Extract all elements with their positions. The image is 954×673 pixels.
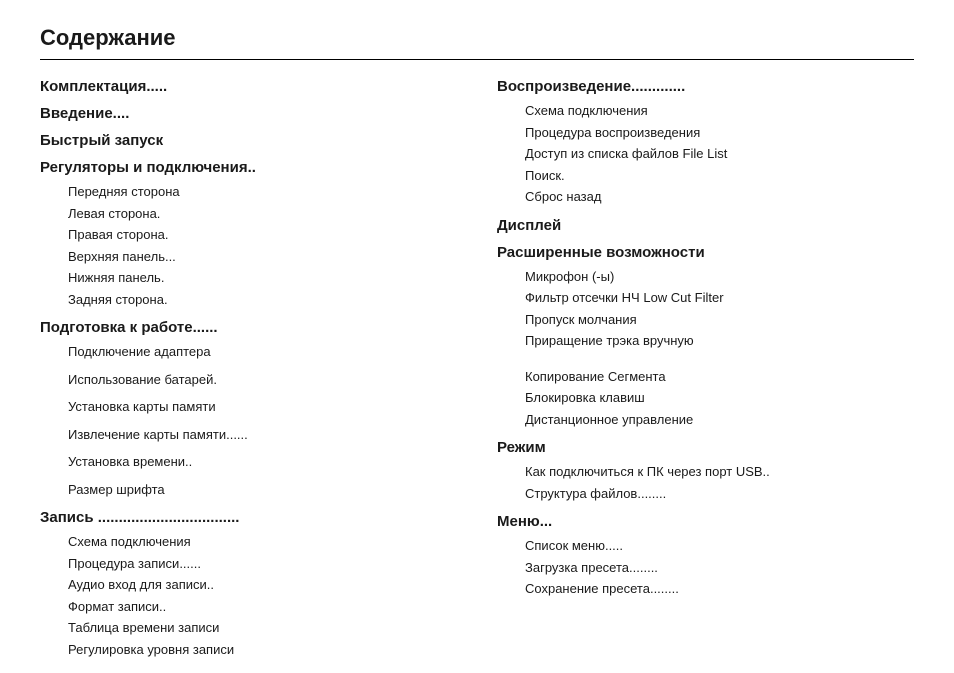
toc-subitem: Формат записи.. — [68, 597, 457, 617]
toc-subitem: Размер шрифта — [68, 480, 457, 500]
toc-section-title: Воспроизведение............. — [497, 78, 914, 95]
toc-subitems: Схема подключенияПроцедура воспроизведен… — [497, 101, 914, 207]
toc-columns: Комплектация..... Введение.... Быстрый зап… — [40, 78, 914, 669]
toc-subitem: Сброс назад — [525, 187, 914, 207]
toc-subitem: Структура файлов........ — [525, 484, 914, 504]
toc-subitems: Схема подключенияПроцедура записи......А… — [40, 532, 457, 659]
toc-subitem: Фильтр отсечки НЧ Low Cut Filter — [525, 288, 914, 308]
toc-subitem: Процедура воспроизведения — [525, 123, 914, 143]
toc-subitems: Подключение адаптера Использование батаре… — [40, 342, 457, 499]
toc-gap — [525, 353, 914, 367]
toc-section-title: Режим — [497, 439, 914, 456]
toc-subitem: Микрофон (-ы) — [525, 267, 914, 287]
toc-subitem: Извлечение карты памяти...... — [68, 425, 457, 445]
toc-subitem: Установка карты памяти — [68, 397, 457, 417]
toc-subitem: Передняя сторона — [68, 182, 457, 202]
toc-subitems: Микрофон (-ы)Фильтр отсечки НЧ Low Cut F… — [497, 267, 914, 430]
toc-section-title: Подготовка к работе...... — [40, 319, 457, 336]
toc-subitem: Копирование Сегмента — [525, 367, 914, 387]
toc-subitem: Поиск. — [525, 166, 914, 186]
toc-subitem: Установка времени.. — [68, 452, 457, 472]
toc-subitem: Таблица времени записи — [68, 618, 457, 638]
toc-subitem: Нижняя панель. — [68, 268, 457, 288]
toc-subitem: Приращение трэка вручную — [525, 331, 914, 351]
toc-section-title: Меню... — [497, 513, 914, 530]
toc-subitem: Задняя сторона. — [68, 290, 457, 310]
toc-subitem: Левая сторона. — [68, 204, 457, 224]
toc-section-title: Регуляторы и подключения.. — [40, 159, 457, 176]
toc-subitem: Загрузка пресета........ — [525, 558, 914, 578]
toc-subitem: Аудио вход для записи.. — [68, 575, 457, 595]
toc-subitem: Блокировка клавиш — [525, 388, 914, 408]
toc-subitem: Использование батарей. — [68, 370, 457, 390]
left-column: Комплектация..... Введение.... Быстрый зап… — [40, 78, 457, 669]
toc-subitem: Верхняя панель... — [68, 247, 457, 267]
toc-section-title: Дисплей — [497, 217, 914, 234]
toc-section-title: Быстрый запуск — [40, 132, 457, 149]
toc-section-title: Комплектация..... — [40, 78, 457, 95]
toc-section-title: Расширенные возможности — [497, 244, 914, 261]
toc-subitem: Пропуск молчания — [525, 310, 914, 330]
toc-subitems: Как подключиться к ПК через порт USB..Ст… — [497, 462, 914, 503]
toc-subitem: Схема подключения — [525, 101, 914, 121]
toc-subitem: Доступ из списка файлов File List — [525, 144, 914, 164]
toc-subitem: Как подключиться к ПК через порт USB.. — [525, 462, 914, 482]
toc-subitem: Правая сторона. — [68, 225, 457, 245]
toc-subitem: Список меню..... — [525, 536, 914, 556]
toc-subitems: Список меню.....Загрузка пресета........… — [497, 536, 914, 599]
right-column: Воспроизведение............. Схема подклю… — [497, 78, 914, 669]
toc-section-title: Введение.... — [40, 105, 457, 122]
toc-subitem: Процедура записи...... — [68, 554, 457, 574]
toc-subitem: Регулировка уровня записи — [68, 640, 457, 660]
toc-section-title: Запись .................................… — [40, 509, 457, 526]
toc-subitem: Подключение адаптера — [68, 342, 457, 362]
toc-subitem: Дистанционное управление — [525, 410, 914, 430]
toc-subitem: Сохранение пресета........ — [525, 579, 914, 599]
page-title: Содержание — [40, 25, 914, 60]
toc-subitem: Схема подключения — [68, 532, 457, 552]
toc-subitems: Передняя сторонаЛевая сторона.Правая сто… — [40, 182, 457, 309]
